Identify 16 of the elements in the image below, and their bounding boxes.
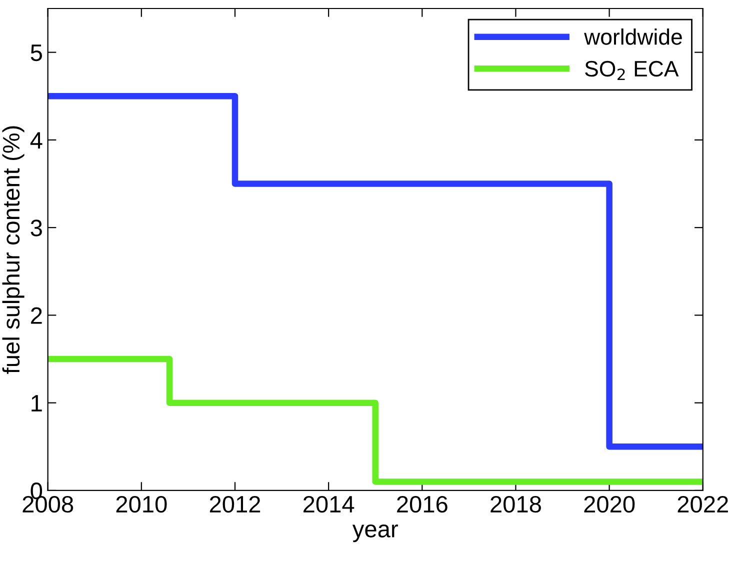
x-axis-title: year xyxy=(352,524,398,542)
y-tick-label: 3 xyxy=(30,220,42,236)
x-tick-label: 2018 xyxy=(490,496,541,513)
x-tick-label: 2020 xyxy=(584,496,635,513)
legend-label: SO$_{2}$ ECA xyxy=(585,60,679,80)
x-tick-label: 2016 xyxy=(397,496,448,513)
y-axis-title: fuel sulphur content (%) xyxy=(2,126,24,374)
y-tick-label: 4 xyxy=(30,132,42,148)
y-tick-label: 2 xyxy=(31,307,42,324)
y-tick-label: 1 xyxy=(32,395,42,412)
x-tick-label: 2022 xyxy=(678,496,728,513)
x-tick-label: 2014 xyxy=(304,496,354,513)
x-tick-label: 2012 xyxy=(210,496,260,513)
x-tick-label: 2010 xyxy=(116,496,167,513)
y-tick-label: 5 xyxy=(30,44,42,62)
legend-label: worldwide xyxy=(584,28,682,45)
